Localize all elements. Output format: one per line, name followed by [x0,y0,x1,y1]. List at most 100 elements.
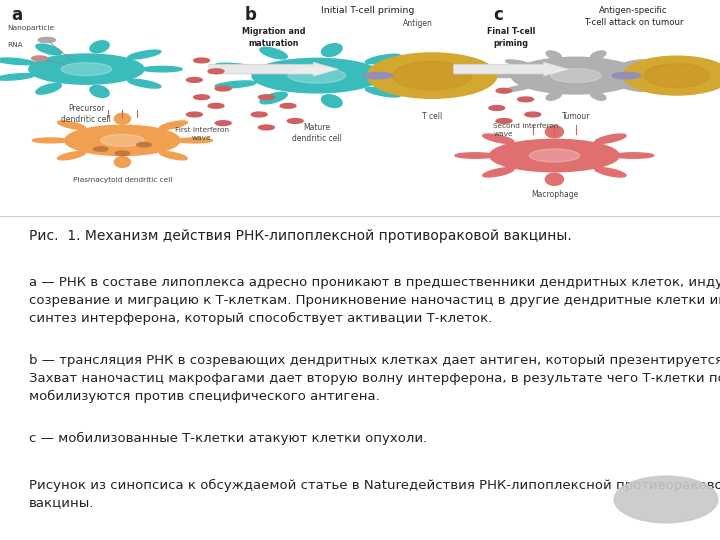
Circle shape [186,78,202,82]
Ellipse shape [0,73,35,80]
Ellipse shape [511,57,641,94]
Circle shape [208,104,224,108]
Text: Second interferon
wave: Second interferon wave [493,123,559,137]
Text: First interferon
wave: First interferon wave [174,127,229,141]
Circle shape [518,97,534,102]
Ellipse shape [159,152,187,160]
Text: а — РНК в составе липоплекса адресно проникают в предшественники дендритных клет: а — РНК в составе липоплекса адресно про… [29,276,720,325]
Ellipse shape [644,64,709,87]
Ellipse shape [114,113,130,124]
Circle shape [251,112,267,117]
Ellipse shape [613,153,654,158]
Circle shape [258,125,274,130]
Ellipse shape [365,87,400,97]
Ellipse shape [546,51,562,59]
Circle shape [280,104,296,108]
Ellipse shape [36,83,61,94]
Ellipse shape [65,125,180,156]
Ellipse shape [101,134,144,146]
Ellipse shape [260,48,287,59]
Text: Nanoparticle: Nanoparticle [7,25,54,31]
Text: Antigen: Antigen [403,19,433,29]
Ellipse shape [252,58,382,93]
Ellipse shape [490,139,619,172]
Text: Migration and
maturation: Migration and maturation [242,28,305,48]
Ellipse shape [483,167,514,177]
Ellipse shape [590,92,606,100]
Circle shape [137,143,151,147]
Ellipse shape [622,85,647,91]
Ellipse shape [505,60,530,66]
Ellipse shape [595,167,626,177]
Text: Mature
dendritic cell: Mature dendritic cell [292,123,342,143]
Ellipse shape [364,72,392,79]
Text: Tumour: Tumour [562,112,590,122]
Ellipse shape [32,138,68,143]
Ellipse shape [545,173,564,185]
Text: a: a [11,6,22,24]
Ellipse shape [58,121,86,129]
Circle shape [186,112,202,117]
Circle shape [215,86,231,91]
Text: Рис.  1. Механизм действия РНК-липоплексной противораковой вакцины.: Рис. 1. Механизм действия РНК-липоплексн… [29,229,572,243]
Circle shape [287,119,303,123]
Ellipse shape [29,54,144,84]
Ellipse shape [392,62,472,90]
Text: T cell: T cell [422,112,442,122]
Ellipse shape [322,94,342,107]
Ellipse shape [0,58,35,65]
Ellipse shape [142,66,182,72]
Ellipse shape [58,152,86,160]
Text: c: c [493,6,503,24]
Ellipse shape [545,126,564,138]
Circle shape [94,147,108,151]
Text: Plasmacytoid dendritic cell: Plasmacytoid dendritic cell [73,177,172,183]
Ellipse shape [612,72,641,79]
Text: Final T-cell
priming: Final T-cell priming [487,28,536,48]
Circle shape [496,89,512,93]
Ellipse shape [61,63,112,76]
Ellipse shape [623,56,720,95]
Ellipse shape [490,73,518,78]
FancyArrow shape [454,62,569,76]
Ellipse shape [590,51,606,59]
Ellipse shape [114,157,130,167]
Ellipse shape [90,41,109,53]
Ellipse shape [505,85,530,91]
Circle shape [258,95,274,99]
Ellipse shape [90,85,109,97]
Text: b — трансляция РНК в созревающих дендритных клетках дает антиген, который презен: b — трансляция РНК в созревающих дендрит… [29,354,720,403]
Circle shape [614,476,718,523]
Ellipse shape [215,63,256,70]
Circle shape [215,121,231,125]
Text: Precursor
dendritic cell: Precursor dendritic cell [61,104,112,124]
Circle shape [194,95,210,99]
Circle shape [32,56,48,60]
Text: с — мобилизованные Т-клетки атакуют клетки опухоли.: с — мобилизованные Т-клетки атакуют клет… [29,431,427,444]
Text: RNA: RNA [7,42,23,49]
Ellipse shape [634,73,662,78]
Ellipse shape [128,79,161,88]
Ellipse shape [595,134,626,144]
Ellipse shape [128,50,161,59]
Ellipse shape [215,81,256,88]
Circle shape [115,151,130,156]
Ellipse shape [367,53,497,98]
Circle shape [496,119,512,123]
Ellipse shape [260,92,287,104]
Ellipse shape [529,149,580,162]
Ellipse shape [159,121,187,129]
Ellipse shape [546,92,562,100]
Circle shape [208,69,224,73]
Ellipse shape [483,134,514,144]
Circle shape [194,58,210,63]
Ellipse shape [551,69,601,83]
Text: Initial T-cell priming: Initial T-cell priming [320,6,414,16]
Text: Antigen-specific
T-cell attack on tumour: Antigen-specific T-cell attack on tumour [584,6,683,26]
Ellipse shape [365,54,400,64]
Text: Macrophage: Macrophage [531,190,578,199]
Ellipse shape [288,68,346,83]
Circle shape [38,37,55,43]
Circle shape [525,112,541,117]
Ellipse shape [322,44,342,57]
